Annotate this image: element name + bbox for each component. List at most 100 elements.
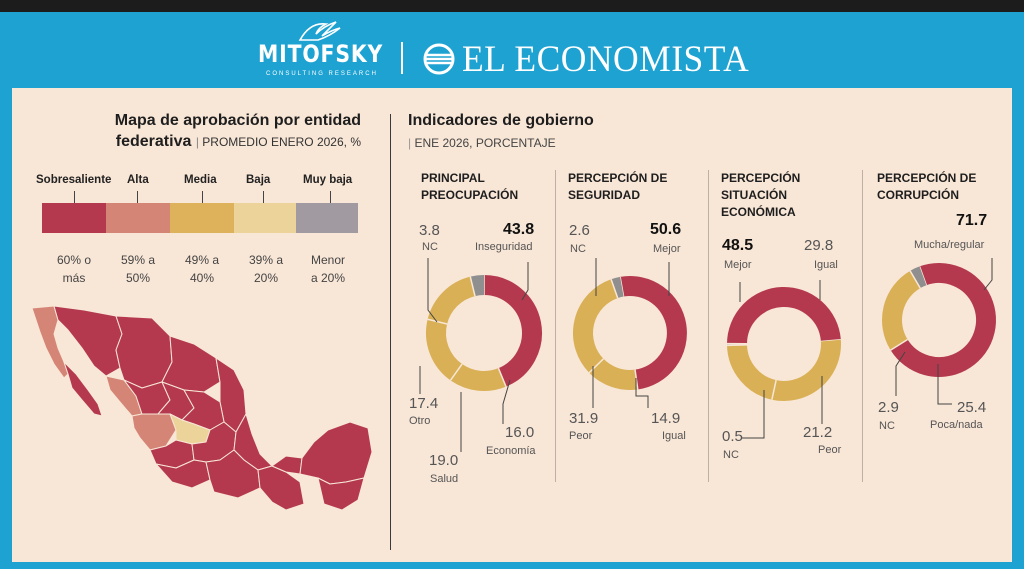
map-subtitle: PROMEDIO ENERO 2026, % <box>202 135 361 149</box>
map-state-chiapas <box>257 465 305 511</box>
section-divider <box>390 114 391 550</box>
column-divider <box>555 170 556 482</box>
el-economista-logo: EL ECONOMISTA <box>462 39 750 80</box>
legend-swatch-alta <box>106 203 170 233</box>
chart2-label-igual: Igual <box>662 430 686 442</box>
legend-label-alta: Alta <box>127 174 149 186</box>
map-state-nayarit-jalisco <box>131 413 177 451</box>
chart1-value-otro: 17.4 <box>409 395 439 412</box>
chart2-slice-separator <box>610 278 619 299</box>
map-state-baja-california-sur <box>63 361 103 417</box>
leader-line <box>895 351 906 396</box>
chart2-value-igual: 14.9 <box>651 410 681 427</box>
chart3-value-nc: 0.5 <box>722 428 743 445</box>
chart4-value-poca-nada: 25.4 <box>957 399 987 416</box>
chart3-title: PERCEPCIÓN SITUACIÓN ECONÓMICA <box>721 171 801 219</box>
chart1-slice-separator <box>469 276 476 297</box>
legend-tick <box>137 191 138 203</box>
chart1-label-salud: Salud <box>430 473 459 485</box>
chart1-slice-salud <box>426 319 463 381</box>
top-bar <box>0 0 1024 12</box>
legend-swatch-sobresaliente <box>42 203 106 233</box>
map-title-line1: Mapa de aprobación por entidad <box>114 112 361 129</box>
chart1-title: PRINCIPAL PREOCUPACIÓN <box>421 171 519 202</box>
leader-line <box>635 378 649 408</box>
chart2-slice-nc <box>611 276 624 299</box>
chart1-slice-otro <box>427 276 476 325</box>
chart2-slice-mejor <box>620 276 687 390</box>
legend-range-alta: 59% a 50% <box>120 253 156 285</box>
chart2-slice-separator <box>588 358 604 374</box>
chart3-label-igual: Igual <box>814 259 838 271</box>
chart1-label-otro: Otro <box>409 415 431 427</box>
chart2-slice-igual <box>589 358 638 390</box>
legend-label-sobresaliente: Sobresaliente <box>36 174 112 186</box>
mitofsky-bird-logo-icon <box>298 21 341 41</box>
chart3-value-igual: 29.8 <box>804 237 834 254</box>
chart3-slice-separator <box>771 379 777 400</box>
legend-swatch-muy-baja <box>296 203 358 233</box>
legend-tick <box>202 191 203 203</box>
chart4-value-nc: 2.9 <box>878 399 899 416</box>
chart4-slice-poca-nada <box>882 270 921 351</box>
chart1-value-inseguridad: 43.8 <box>503 221 535 238</box>
mitofsky-logo: MITOFSKY <box>258 40 384 68</box>
chart1-value-salud: 19.0 <box>429 452 459 469</box>
legend-label-muy-baja: Muy baja <box>303 174 353 186</box>
column-divider <box>862 170 863 482</box>
chart1-slice-econom-a <box>450 363 507 391</box>
legend-range-media: 49% a 40% <box>184 253 220 285</box>
chart2-label-mejor: Mejor <box>653 243 681 255</box>
map-title-line2: federativa <box>115 133 192 150</box>
chart1-value-nc: 3.8 <box>419 222 440 239</box>
leader-line <box>983 258 993 291</box>
leader-line <box>521 262 529 301</box>
chart4-slice-nc <box>910 266 927 289</box>
chart3-label-peor: Peor <box>818 444 842 456</box>
chart2-label-peor: Peor <box>569 430 593 442</box>
chart3-slice-igual <box>771 339 841 401</box>
chart1-label-nc: NC <box>422 241 438 253</box>
chart2-value-nc: 2.6 <box>569 222 590 239</box>
map-title: Mapa de aprobación por entidad federativ… <box>36 110 361 153</box>
chart2-value-peor: 31.9 <box>569 410 599 427</box>
chart3-label-mejor: Mejor <box>724 259 752 271</box>
legend-tick <box>263 191 264 203</box>
leader-line <box>427 258 438 323</box>
chart3-slice-separator <box>820 338 841 342</box>
legend-tick <box>74 191 75 203</box>
chart4-value-mucha-regular: 71.7 <box>956 212 988 229</box>
indicators-title: Indicadores de gobierno <box>408 112 594 129</box>
chart1-label-inseguridad: Inseguridad <box>475 241 533 253</box>
leader-line <box>742 390 765 439</box>
legend-tick <box>330 191 331 203</box>
map-state-sonora <box>53 305 123 377</box>
legend-range-sobresaliente: 60% o más <box>56 253 92 285</box>
header-separator <box>401 42 403 74</box>
column-divider <box>708 170 709 482</box>
chart1-slice-separator <box>427 318 448 325</box>
chart2-title: PERCEPCIÓN DE SEGURIDAD <box>568 171 668 202</box>
chart1-value-economia: 16.0 <box>505 424 535 441</box>
chart1-slice-inseguridad <box>483 275 542 387</box>
chart2-slice-peor <box>573 279 619 373</box>
indicators-subtitle: | ENE 2026, PORCENTAJE <box>408 136 556 150</box>
el-economista-globe-icon <box>423 43 455 75</box>
chart2-label-nc: NC <box>570 243 586 255</box>
legend-range-baja: 39% a 20% <box>248 253 284 285</box>
legend-label-baja: Baja <box>246 174 271 186</box>
chart3-value-mejor: 48.5 <box>722 237 754 254</box>
legend-swatch-baja <box>234 203 296 233</box>
legend-label-media: Media <box>184 174 217 186</box>
mitofsky-tagline: CONSULTING RESEARCH <box>266 71 378 77</box>
mexico-approval-map <box>31 305 373 511</box>
chart4-label-nc: NC <box>879 420 895 432</box>
chart4-title: PERCEPCIÓN DE CORRUPCIÓN <box>877 171 977 202</box>
chart3-slice-peor <box>727 344 777 400</box>
chart1-slice-nc <box>470 275 485 297</box>
chart1-slice-separator <box>449 363 463 381</box>
map-state-campeche-qroo <box>317 477 365 511</box>
chart1-slice-separator <box>497 367 507 387</box>
